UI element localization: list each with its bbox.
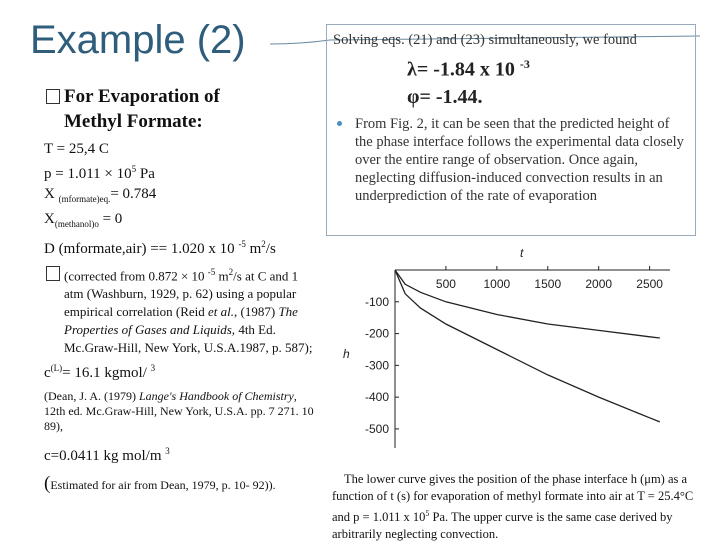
text: T = 25,4 C xyxy=(44,141,109,157)
element: (Estimated for air from Dean, 1979, p. 1… xyxy=(44,474,314,495)
y-tick-label: -300 xyxy=(365,358,389,372)
text: 5 xyxy=(425,509,430,518)
x-tick-label: 1500 xyxy=(534,277,561,291)
text: , (1987) xyxy=(234,304,279,320)
text: and 1 atm (Washburn, 1929, p. 62) using … xyxy=(64,268,299,320)
left-column: For Evaporation of Methyl Formate: T = 25… xyxy=(44,84,314,495)
text: c xyxy=(44,365,51,382)
text: X xyxy=(44,186,59,202)
text: 3 xyxy=(150,363,156,374)
element: T = 25,4 C xyxy=(44,140,314,159)
text: = 0.784 xyxy=(110,186,157,202)
x-axis-label: t xyxy=(520,246,524,260)
text: 2 xyxy=(228,267,234,277)
bullet-box xyxy=(46,266,60,281)
text: The Properties of Gases and Liquids, xyxy=(64,304,298,338)
y-tick-label: -400 xyxy=(365,390,389,404)
y-tick-label: -500 xyxy=(365,422,389,436)
text: , 12th ed. Mc.Graw-Hill, New York, U.S.A… xyxy=(44,389,314,434)
element: X (mformate)eq.= 0.784 xyxy=(44,185,314,209)
bullet-dot xyxy=(337,121,342,126)
element xyxy=(269,35,701,45)
text: et al. xyxy=(208,304,235,320)
text: 5 xyxy=(131,164,137,174)
result-box: Solving eqs. (21) and (23) simultaneousl… xyxy=(326,24,696,236)
text: Solving eqs. (21) and (23) simultaneousl… xyxy=(333,32,637,48)
text: φ= -1.44. xyxy=(407,86,483,108)
bullet-box xyxy=(46,89,60,104)
element: c=0.0411 kg mol/m 3 xyxy=(44,442,314,466)
text: (L) xyxy=(50,363,63,374)
figure: t h 500 1000 1500 2000 2500 -100 -200 -300 -400 -50… xyxy=(343,246,670,448)
text: m xyxy=(215,268,229,284)
text: X xyxy=(44,211,55,227)
text: Estimated for air from Dean, 1979, p. 10… xyxy=(50,478,276,493)
text: The lower curve gives the position of th… xyxy=(332,472,694,525)
text: Pa xyxy=(136,166,155,182)
note: (corrected from 0.872 × 10 -5 m2/s at C … xyxy=(44,263,314,357)
text: D (mformate,air) == 1.020 x 10 xyxy=(44,241,239,257)
element: λ= -1.84 x 10 -3 xyxy=(407,55,530,81)
x-tick-label: 500 xyxy=(436,277,456,291)
element: (Dean, J. A. (1979) Lange's Handbook of … xyxy=(44,389,314,434)
text: -3 xyxy=(519,57,530,71)
element: p = 1.011 × 105 Pa xyxy=(44,160,314,184)
caption: The lower curve gives the position of th… xyxy=(332,471,712,543)
text: 4th Ed. Mc.Graw-Hill, New York, U.S.A.19… xyxy=(64,322,313,356)
heading: For Evaporation of Methyl Formate: xyxy=(44,84,314,134)
text: = 0 xyxy=(98,211,123,227)
text: (methanol)o xyxy=(54,219,99,229)
element: D (mformate,air) == 1.020 x 10 -5 m2/s xyxy=(44,235,314,259)
text: ( xyxy=(44,473,51,495)
text: p = 1.011 × 10 xyxy=(44,166,132,182)
y-axis-label: h xyxy=(343,347,350,361)
text: -5 xyxy=(207,267,216,277)
text: From Fig. 2, it can be seen that the pre… xyxy=(355,116,684,204)
x-tick-label: 2000 xyxy=(585,277,612,291)
text: (Dean, J. A. (1979) xyxy=(44,389,139,404)
y-tick-label: -200 xyxy=(365,327,389,341)
text: Methyl Formate: xyxy=(64,111,203,132)
text: Lange's Handbook of Chemistry xyxy=(138,389,294,404)
text: Pa. The upper curve is the same case der… xyxy=(332,510,673,542)
text: /s xyxy=(265,241,276,257)
element: X(methanol)o = 0 xyxy=(44,210,314,234)
text: 2 xyxy=(261,239,266,249)
slide-title: Example (2) xyxy=(30,18,246,62)
text: 3 xyxy=(165,446,170,457)
x-tick-label: 2500 xyxy=(636,277,663,291)
text: -5 xyxy=(238,239,246,249)
x-tick-label: 1000 xyxy=(484,277,511,291)
text: c=0.0411 kg mol/m xyxy=(44,448,166,465)
curve xyxy=(394,269,661,423)
y-tick-label: -100 xyxy=(365,295,389,309)
text: λ= -1.84 x 10 xyxy=(407,58,520,81)
element: c(L)= 16.1 kgmol/ 3 xyxy=(44,359,314,383)
text: m xyxy=(245,241,262,257)
text: For Evaporation of xyxy=(64,86,220,107)
title-rule xyxy=(269,35,701,45)
text: (mformate)eq. xyxy=(58,194,111,204)
curve xyxy=(394,269,660,339)
text: (corrected from 0.872 × 10 xyxy=(64,268,208,284)
text: /s at C xyxy=(233,268,267,284)
text: = 16.1 kgmol/ xyxy=(62,365,151,382)
